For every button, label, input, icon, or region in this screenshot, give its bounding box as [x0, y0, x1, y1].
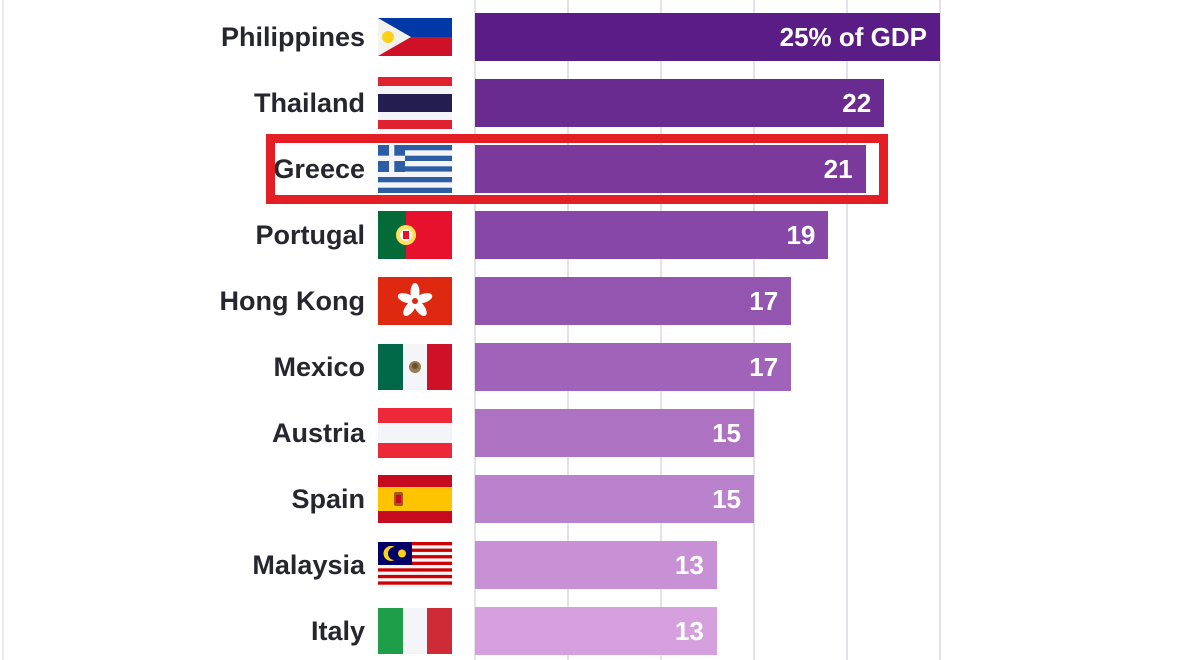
country-label: Thailand: [253, 88, 365, 118]
country-label: Mexico: [273, 352, 365, 382]
country-label: Portugal: [255, 220, 365, 250]
bar-value-label: 17: [749, 351, 779, 382]
bar: 19: [475, 211, 829, 259]
bar-value-label: 13: [674, 549, 704, 580]
bar: 13: [475, 607, 717, 655]
bar: 13: [475, 541, 717, 589]
italy-flag-icon: [378, 607, 452, 655]
bar-value-label: 19: [786, 219, 816, 250]
bar: 15: [475, 475, 754, 523]
chart-row-philippines: Philippines 25% of GDP: [0, 13, 1200, 61]
chart-row-italy: Italy 13: [0, 607, 1200, 655]
country-label: Austria: [271, 418, 365, 448]
bar-value-label: 15: [712, 417, 741, 448]
image-left-edge: [2, 0, 4, 660]
country-label: Philippines: [220, 22, 365, 52]
gridline-0: [474, 0, 476, 660]
bar: 22: [475, 79, 885, 127]
chart-row-thailand: Thailand 22: [0, 77, 1200, 129]
chart-row-malaysia: Malaysia 13: [0, 541, 1200, 589]
bar: 17: [475, 277, 792, 325]
bar-value-label: 25% of GDP: [779, 21, 927, 52]
country-label: Italy: [310, 616, 365, 646]
country-label: Greece: [273, 154, 365, 184]
bar: 25% of GDP: [475, 13, 940, 61]
bar: 15: [475, 409, 754, 457]
gridline-15: [753, 0, 755, 660]
philippines-flag-icon: [378, 13, 452, 61]
bar-value-label: 15: [712, 483, 741, 514]
gridline-20: [846, 0, 848, 660]
bar-value-label: 22: [842, 87, 872, 118]
country-label: Malaysia: [252, 550, 365, 580]
hong-kong-flag-icon: [378, 277, 452, 325]
greece-flag-icon: [378, 145, 452, 193]
chart-row-austria: Austria 15: [0, 408, 1200, 458]
bar-value-label: 17: [749, 285, 779, 316]
country-label: Hong Kong: [219, 286, 365, 316]
bar: 21: [475, 145, 866, 193]
bar-value-label: 13: [674, 615, 704, 646]
thailand-flag-icon: [378, 77, 452, 129]
portugal-flag-icon: [378, 211, 452, 259]
chart-row-mexico: Mexico 17: [0, 343, 1200, 391]
bar-value-label: 21: [823, 153, 853, 184]
chart-row-portugal: Portugal 19: [0, 211, 1200, 259]
gridline-5: [567, 0, 569, 660]
chart-row-spain: Spain 15: [0, 475, 1200, 523]
austria-flag-icon: [378, 408, 452, 458]
chart-row-greece: Greece 21: [0, 145, 1200, 193]
country-label: Spain: [291, 484, 365, 514]
mexico-flag-icon: [378, 343, 452, 391]
spain-flag-icon: [378, 475, 452, 523]
malaysia-flag-icon: [378, 541, 452, 589]
bar: 17: [475, 343, 792, 391]
gridline-25: [939, 0, 941, 660]
gridline-10: [660, 0, 662, 660]
chart-row-hong-kong: Hong Kong 17: [0, 277, 1200, 325]
